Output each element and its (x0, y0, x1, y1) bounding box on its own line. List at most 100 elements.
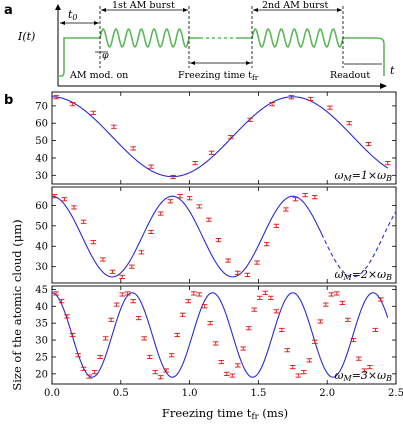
data-point (361, 368, 368, 373)
data-point (334, 291, 340, 296)
data-point (273, 309, 280, 314)
subplot-frame (51, 91, 397, 185)
data-point (254, 260, 260, 265)
x-tick-label: 2.5 (388, 388, 403, 399)
data-point (111, 124, 117, 129)
panel-a-letter: a (4, 3, 13, 18)
x-tick-label: 1.5 (250, 388, 266, 399)
y-tick-label: 70 (35, 101, 48, 112)
data-point (129, 264, 135, 269)
data-point (288, 95, 295, 100)
data-point (290, 365, 296, 370)
data-point (225, 258, 231, 263)
data-point (75, 353, 81, 358)
data-point (177, 194, 183, 199)
data-point (384, 161, 391, 166)
data-point (53, 291, 59, 296)
data-point (108, 317, 114, 322)
panel-b-xlabel: Freezing time tfr (ms) (162, 406, 288, 422)
data-point (327, 105, 333, 110)
data-point (346, 121, 353, 126)
data-point (218, 359, 225, 365)
data-point (90, 240, 97, 245)
fit-curve (51, 96, 389, 178)
data-point (192, 161, 198, 166)
data-point (312, 339, 318, 344)
data-point (262, 290, 269, 295)
data-point (312, 195, 318, 200)
data-point (247, 117, 253, 122)
data-point (273, 223, 280, 228)
burst1-label: 1st AM burst (112, 0, 175, 11)
fit-curve-extrapolated (321, 211, 397, 278)
data-point (167, 199, 174, 204)
burst2-label: 2nd AM burst (262, 0, 328, 11)
y-tick-label: 60 (35, 201, 48, 212)
freezing-label: Freezing time tfr (178, 70, 259, 82)
panel-a-ylabel: I(t) (17, 30, 35, 43)
data-point (278, 327, 285, 332)
data-point (234, 270, 241, 275)
y-tick-label: 50 (35, 221, 48, 232)
data-point (292, 197, 299, 202)
data-point (86, 374, 92, 379)
frequency-label: ωM=2×ωB (335, 268, 393, 282)
data-point (307, 96, 314, 101)
data-point (100, 257, 106, 262)
data-point (267, 295, 274, 300)
y-tick-label: 60 (35, 119, 48, 130)
fit-curve (51, 292, 389, 378)
x-tick-label: 1.0 (182, 388, 198, 399)
data-point (113, 302, 120, 307)
data-point (208, 150, 215, 155)
data-point (185, 299, 192, 304)
data-point (223, 371, 230, 376)
data-point (251, 307, 258, 312)
data-point (244, 272, 251, 277)
data-point (207, 321, 214, 326)
data-point (256, 295, 263, 300)
data-point (157, 375, 164, 380)
data-point (61, 197, 68, 202)
data-point (119, 292, 125, 297)
readout-label: Readout (330, 70, 370, 81)
data-point (109, 269, 116, 274)
y-tick-label: 30 (35, 171, 48, 182)
y-tick-label: 40 (35, 153, 48, 164)
data-point (212, 341, 219, 346)
data-point (135, 316, 142, 321)
y-tick-label: 50 (35, 136, 48, 147)
data-point (228, 135, 234, 140)
y-tick-label: 25 (35, 352, 48, 363)
data-point (367, 365, 373, 370)
y-tick-label: 40 (35, 242, 48, 253)
data-point (378, 297, 384, 302)
data-point (90, 110, 97, 115)
y-tick-label: 45 (35, 285, 48, 296)
panel-b-letter: b (4, 93, 13, 108)
subplot-3: 20 25 30 35 40 45 ωM=3×ωB (35, 285, 397, 385)
panel-a-xlabel: t (390, 64, 395, 77)
data-point (146, 354, 153, 360)
data-point (295, 373, 302, 378)
data-point (302, 193, 308, 198)
data-point (152, 370, 158, 375)
data-point (229, 373, 236, 378)
data-point (130, 299, 136, 304)
fit-curve (51, 195, 323, 278)
subplot-2: 30 40 50 60 ωM=2×ωB (35, 186, 397, 284)
data-point (328, 292, 335, 297)
data-point (206, 217, 212, 222)
data-point (269, 102, 275, 107)
data-point (284, 348, 291, 353)
x-tick-label: 0.0 (44, 388, 60, 399)
data-point (263, 242, 270, 247)
data-point (102, 336, 109, 341)
data-point (234, 363, 241, 368)
data-point (71, 205, 77, 210)
data-point (323, 302, 329, 307)
y-tick-label: 35 (35, 319, 48, 330)
data-point (124, 291, 131, 296)
subplot-frame (51, 186, 397, 284)
